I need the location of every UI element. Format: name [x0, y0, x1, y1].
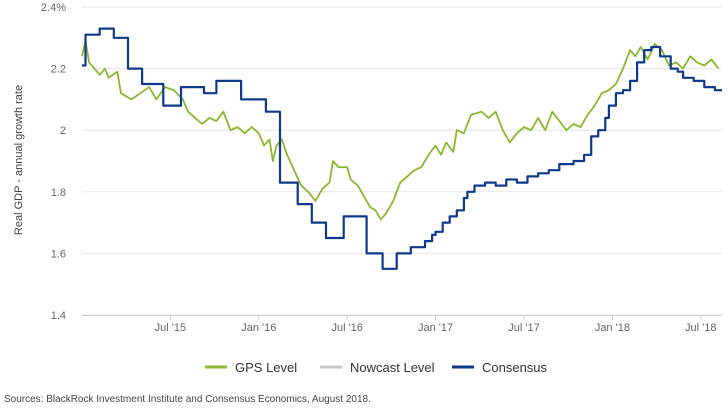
legend-label-nowcast-level: Nowcast Level	[350, 360, 435, 375]
y-axis: 1.4 1.6 1.8 2 2.2 2.4%	[41, 2, 66, 322]
x-tick-label: Jul '17	[508, 322, 539, 334]
y-tick-label: 1.8	[51, 187, 66, 199]
gridlines	[82, 6, 722, 316]
legend-label-gps-level: GPS Level	[235, 360, 297, 375]
series-line-gps-level	[81, 40, 720, 221]
y-tick-label: 2.4%	[41, 2, 66, 14]
x-axis: Jul '15 Jan '16 Jul '16 Jan '17 Jul '17 Jan '…	[82, 315, 722, 334]
legend: GPS Level Nowcast Level Consensus	[205, 360, 548, 375]
series-line-consensus	[82, 27, 722, 270]
series-layer	[81, 27, 722, 270]
y-tick-label: 1.6	[51, 248, 66, 260]
x-tick-label: Jul '18	[685, 322, 716, 334]
x-tick-label: Jul '15	[155, 322, 186, 334]
x-tick-label: Jan '17	[418, 322, 453, 334]
x-tick-label: Jan '18	[595, 322, 630, 334]
x-tick-label: Jan '16	[241, 322, 276, 334]
y-tick-label: 2	[60, 125, 66, 137]
source-note: Sources: BlackRock Investment Institute …	[4, 394, 371, 405]
x-tick-label: Jul '16	[331, 322, 362, 334]
legend-label-consensus: Consensus	[482, 360, 548, 375]
y-tick-label: 2.2	[51, 64, 66, 76]
y-tick-label: 1.4	[51, 310, 66, 322]
y-axis-title: Real GDP - annual growth rate	[13, 85, 25, 235]
